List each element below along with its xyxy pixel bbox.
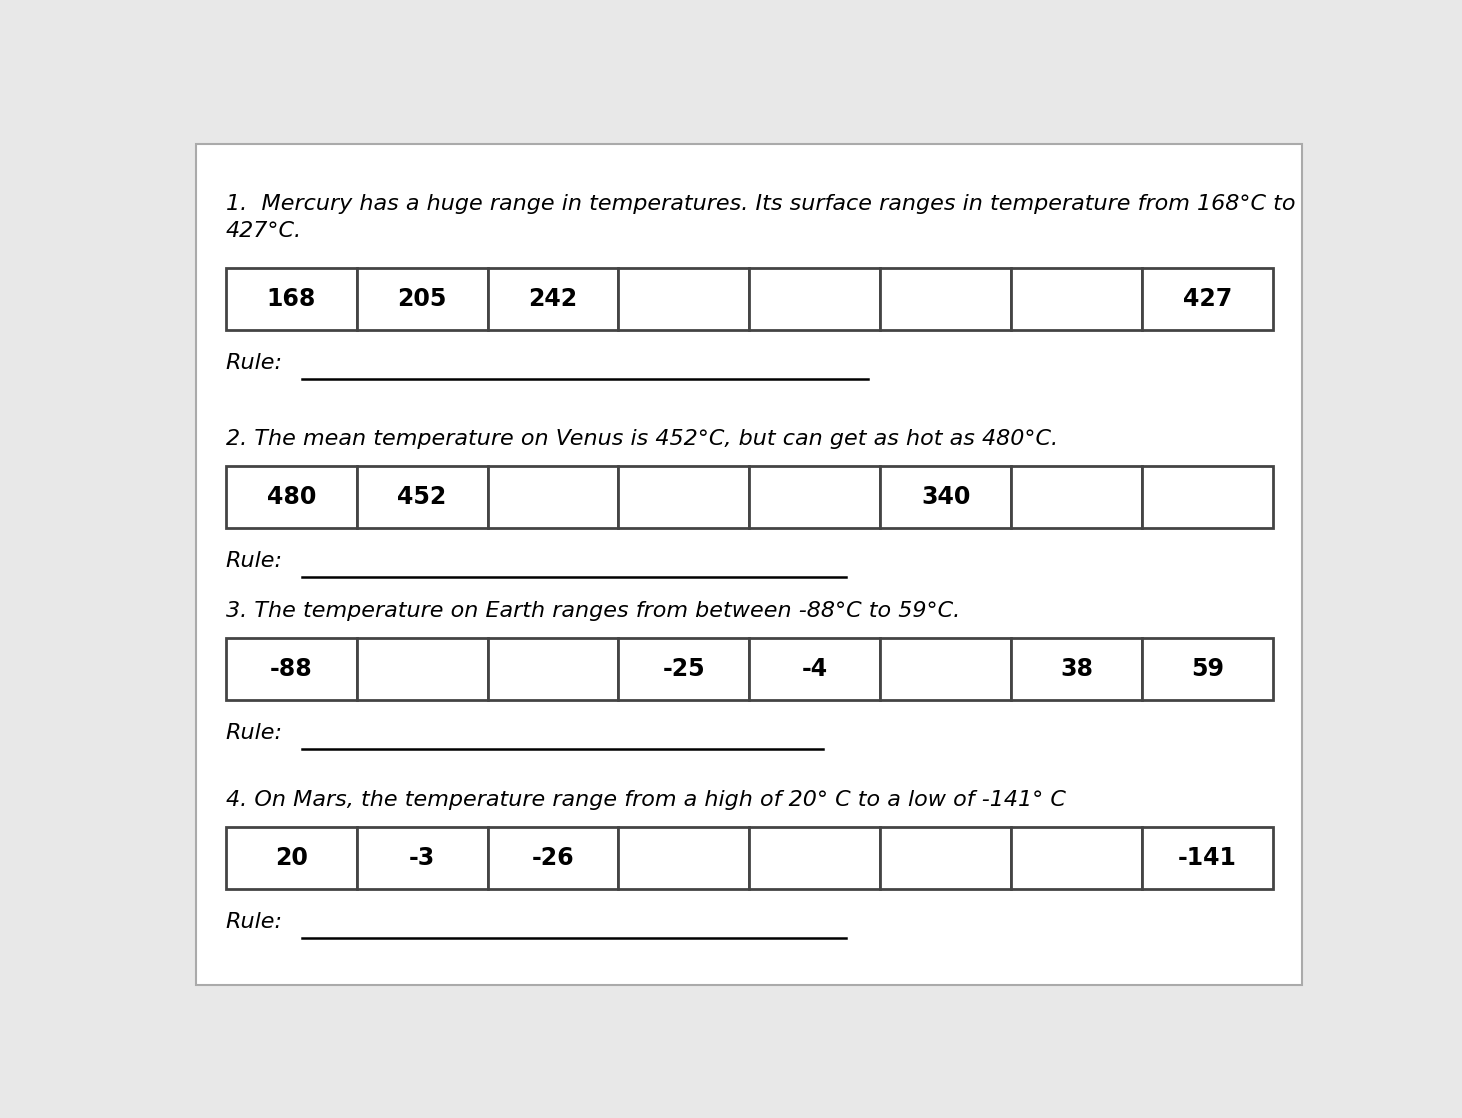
- Bar: [618, 827, 749, 889]
- Text: -88: -88: [270, 656, 313, 681]
- Bar: [618, 637, 749, 700]
- Text: 1.  Mercury has a huge range in temperatures. Its surface ranges in temperature : 1. Mercury has a huge range in temperatu…: [225, 195, 1295, 240]
- Bar: [880, 465, 1012, 528]
- Bar: [749, 827, 880, 889]
- Text: 340: 340: [921, 484, 971, 509]
- Bar: [749, 637, 880, 700]
- Bar: [225, 827, 357, 889]
- Bar: [618, 465, 749, 528]
- Text: Rule:: Rule:: [225, 723, 282, 742]
- Bar: [357, 465, 487, 528]
- Text: 242: 242: [528, 286, 577, 311]
- Bar: [1012, 267, 1142, 330]
- Bar: [880, 267, 1012, 330]
- Text: Rule:: Rule:: [225, 551, 282, 570]
- Text: 452: 452: [398, 484, 447, 509]
- Text: 3. The temperature on Earth ranges from between -88°C to 59°C.: 3. The temperature on Earth ranges from …: [225, 600, 961, 620]
- Bar: [749, 465, 880, 528]
- Text: -26: -26: [532, 846, 575, 870]
- Text: 4. On Mars, the temperature range from a high of 20° C to a low of -141° C: 4. On Mars, the temperature range from a…: [225, 790, 1066, 811]
- Bar: [1012, 827, 1142, 889]
- Bar: [1142, 637, 1273, 700]
- Bar: [487, 465, 618, 528]
- Text: Rule:: Rule:: [225, 352, 282, 372]
- Bar: [225, 465, 357, 528]
- Text: -141: -141: [1178, 846, 1237, 870]
- Text: 20: 20: [275, 846, 307, 870]
- Bar: [357, 267, 487, 330]
- Text: 2. The mean temperature on Venus is 452°C, but can get as hot as 480°C.: 2. The mean temperature on Venus is 452°…: [225, 428, 1058, 448]
- Text: -3: -3: [409, 846, 436, 870]
- Bar: [1142, 465, 1273, 528]
- Bar: [880, 637, 1012, 700]
- Text: -4: -4: [801, 656, 827, 681]
- Bar: [487, 637, 618, 700]
- Text: 38: 38: [1060, 656, 1094, 681]
- Bar: [357, 637, 487, 700]
- Bar: [1012, 465, 1142, 528]
- Text: 168: 168: [266, 286, 316, 311]
- Bar: [880, 827, 1012, 889]
- Bar: [357, 827, 487, 889]
- Bar: [487, 827, 618, 889]
- Bar: [1012, 637, 1142, 700]
- Bar: [618, 267, 749, 330]
- Text: 480: 480: [266, 484, 316, 509]
- Bar: [749, 267, 880, 330]
- Text: 205: 205: [398, 286, 447, 311]
- Text: Rule:: Rule:: [225, 912, 282, 932]
- Bar: [225, 267, 357, 330]
- Text: 59: 59: [1192, 656, 1224, 681]
- Bar: [1142, 267, 1273, 330]
- Bar: [1142, 827, 1273, 889]
- Bar: [487, 267, 618, 330]
- Bar: [225, 637, 357, 700]
- Text: -25: -25: [662, 656, 705, 681]
- Text: 427: 427: [1183, 286, 1232, 311]
